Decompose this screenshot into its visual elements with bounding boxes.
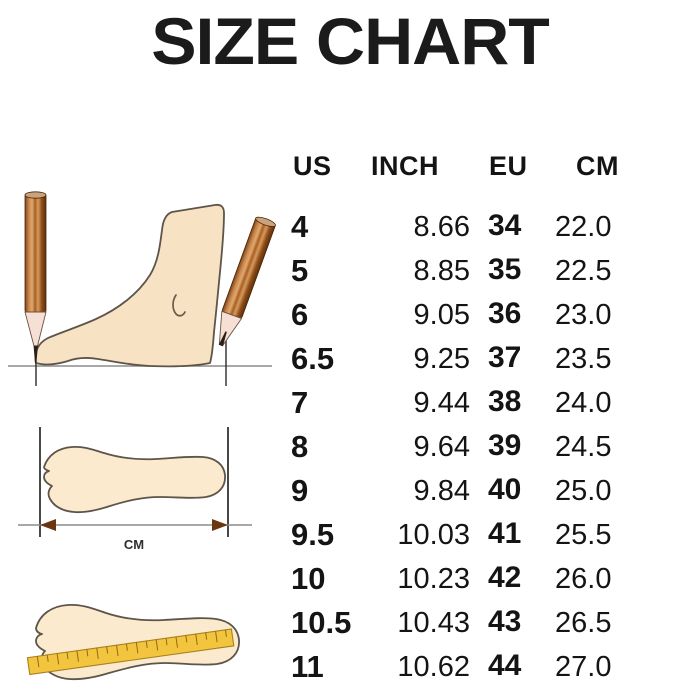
cell-us: 10 <box>291 561 326 596</box>
table-header-row: US INCH EU CM <box>283 145 683 207</box>
cell-eu: 39 <box>488 429 522 462</box>
cell-us: 6 <box>291 297 309 332</box>
table-row: 8 9.64 39 24.5 <box>283 427 683 471</box>
table-row: 5 8.85 35 22.5 <box>283 251 683 295</box>
table-row: 10.5 10.43 43 26.5 <box>283 603 683 647</box>
cell-inch: 10.23 <box>397 563 470 595</box>
table-row: 7 9.44 38 24.0 <box>283 383 683 427</box>
footprint-cm-illustration: CM <box>0 415 280 570</box>
table-row: 10 10.23 42 26.0 <box>283 559 683 603</box>
cell-inch: 8.85 <box>413 255 470 287</box>
cell-eu: 38 <box>488 385 522 418</box>
column-header-eu: EU <box>489 151 528 181</box>
cell-cm: 23.0 <box>555 299 612 331</box>
cell-us: 4 <box>291 209 309 244</box>
column-header-us: US <box>293 151 332 181</box>
column-header-inch: INCH <box>371 151 439 181</box>
column-header-cm: CM <box>576 151 619 181</box>
cell-inch: 8.66 <box>413 211 470 243</box>
measuring-tape <box>26 628 235 676</box>
cell-inch: 10.43 <box>397 607 470 639</box>
cell-eu: 41 <box>488 517 522 550</box>
cell-us: 7 <box>291 385 309 420</box>
footprint-tape-illustration <box>0 580 280 700</box>
cell-cm: 26.0 <box>555 563 612 595</box>
cell-eu: 35 <box>488 253 522 286</box>
cell-cm: 23.5 <box>555 343 612 375</box>
table-row: 11 10.62 44 27.0 <box>283 647 683 691</box>
cell-us: 8 <box>291 429 309 464</box>
cell-cm: 26.5 <box>555 607 612 639</box>
illustration-column: CM <box>0 180 280 700</box>
cell-cm: 24.0 <box>555 387 612 419</box>
arrow-left <box>40 519 56 531</box>
cell-us: 6.5 <box>291 341 335 376</box>
footprint-outline <box>43 445 226 514</box>
arrow-right <box>212 519 228 531</box>
cell-cm: 22.5 <box>555 255 612 287</box>
table-row: 4 8.66 34 22.0 <box>283 207 683 251</box>
cell-us: 9.5 <box>291 517 335 552</box>
ankle-mark <box>172 294 186 317</box>
toe-pencil <box>218 216 276 347</box>
cell-eu: 36 <box>488 297 522 330</box>
cell-inch: 9.84 <box>413 475 470 507</box>
cell-eu: 34 <box>488 209 522 242</box>
cell-inch: 9.44 <box>413 387 470 419</box>
table-row: 6 9.05 36 23.0 <box>283 295 683 339</box>
cell-us: 5 <box>291 253 309 288</box>
cell-eu: 44 <box>488 649 522 682</box>
side-foot-with-pencils-illustration <box>0 180 280 400</box>
cell-eu: 43 <box>488 605 522 638</box>
page-title: SIZE CHART <box>151 4 550 78</box>
table-row: 6.5 9.25 37 23.5 <box>283 339 683 383</box>
cell-us: 9 <box>291 473 309 508</box>
cell-eu: 40 <box>488 473 522 506</box>
cm-label: CM <box>124 537 144 552</box>
cell-inch: 10.03 <box>397 519 470 551</box>
heel-pencil <box>24 191 47 364</box>
cell-us: 11 <box>291 649 324 684</box>
cell-cm: 27.0 <box>555 651 612 683</box>
foot-silhouette <box>34 203 225 368</box>
cell-cm: 25.0 <box>555 475 612 507</box>
cell-inch: 10.62 <box>397 651 470 683</box>
cell-cm: 22.0 <box>555 211 612 243</box>
table-row: 9 9.84 40 25.0 <box>283 471 683 515</box>
cell-inch: 9.64 <box>413 431 470 463</box>
cell-eu: 42 <box>488 561 522 594</box>
cell-inch: 9.05 <box>413 299 470 331</box>
table-row: 9.5 10.03 41 25.5 <box>283 515 683 559</box>
cell-cm: 25.5 <box>555 519 612 551</box>
cell-cm: 24.5 <box>555 431 612 463</box>
cell-us: 10.5 <box>291 605 352 640</box>
cell-eu: 37 <box>488 341 522 374</box>
size-chart-table: US INCH EU CM 4 8.66 34 22.0 5 8.85 35 2… <box>283 145 683 691</box>
cell-inch: 9.25 <box>413 343 470 375</box>
